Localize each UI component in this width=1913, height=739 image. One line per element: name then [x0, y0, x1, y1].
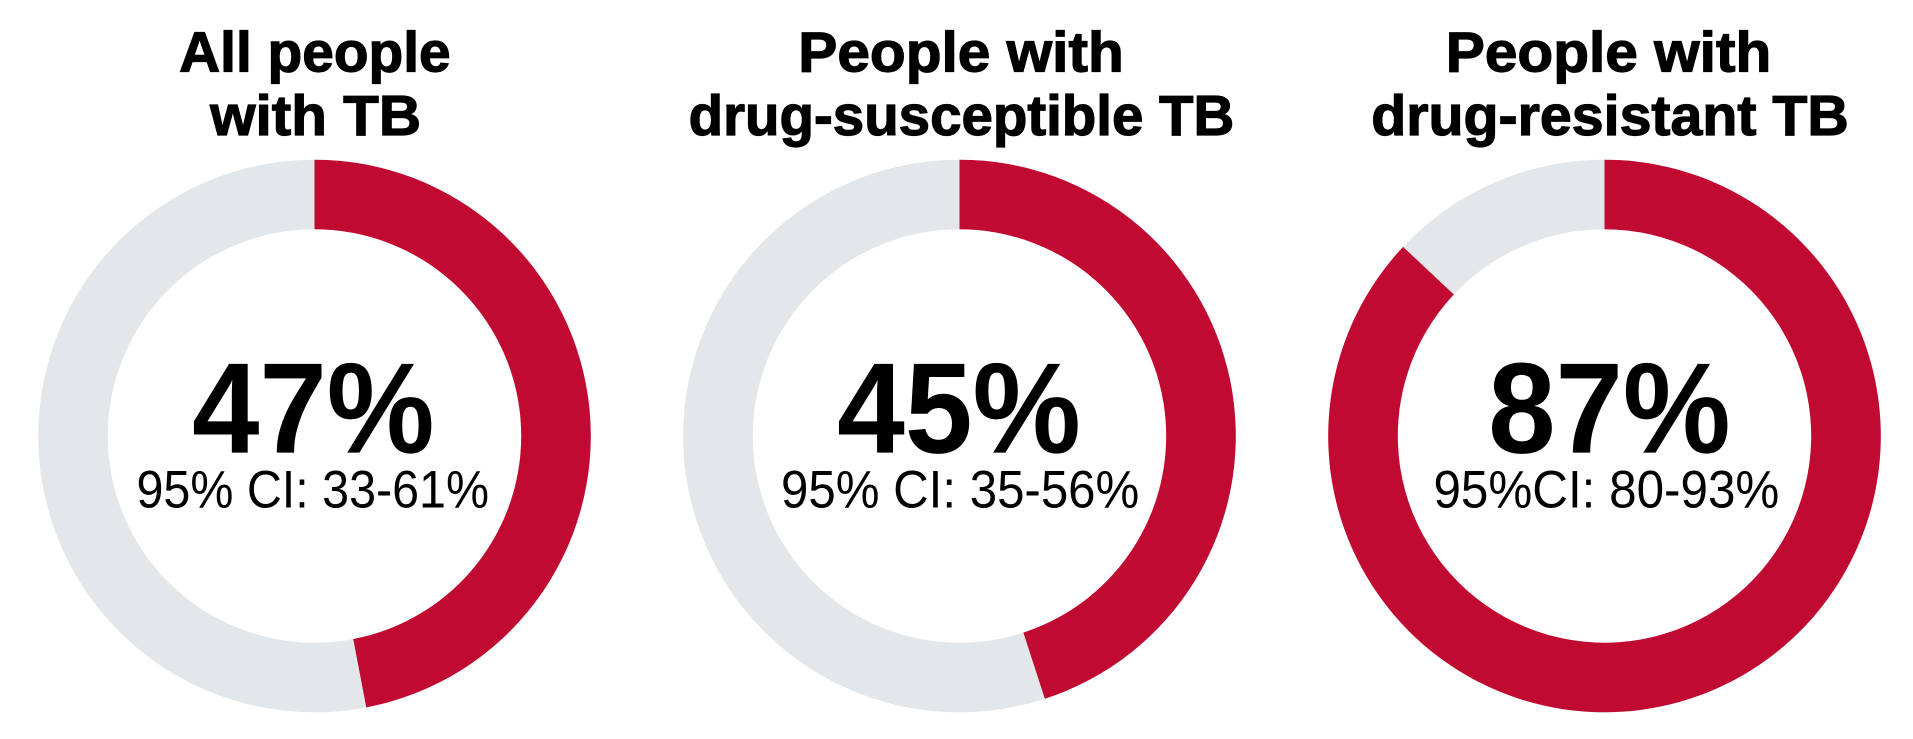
svg-text:drug-resistant TB: drug-resistant TB — [1371, 84, 1849, 148]
svg-text:drug-susceptible TB: drug-susceptible TB — [689, 84, 1235, 148]
svg-text:All people: All people — [179, 21, 451, 85]
svg-text:with TB: with TB — [209, 84, 421, 148]
svg-text:95%CI: 80-93%: 95%CI: 80-93% — [1433, 460, 1779, 519]
svg-text:95% CI: 35-56%: 95% CI: 35-56% — [781, 460, 1139, 519]
svg-text:47%: 47% — [192, 337, 434, 481]
svg-text:45%: 45% — [837, 337, 1081, 481]
svg-text:People with: People with — [798, 21, 1124, 85]
svg-text:People with: People with — [1446, 21, 1772, 85]
svg-text:95% CI: 33-61%: 95% CI: 33-61% — [137, 460, 490, 519]
svg-text:87%: 87% — [1488, 337, 1730, 481]
